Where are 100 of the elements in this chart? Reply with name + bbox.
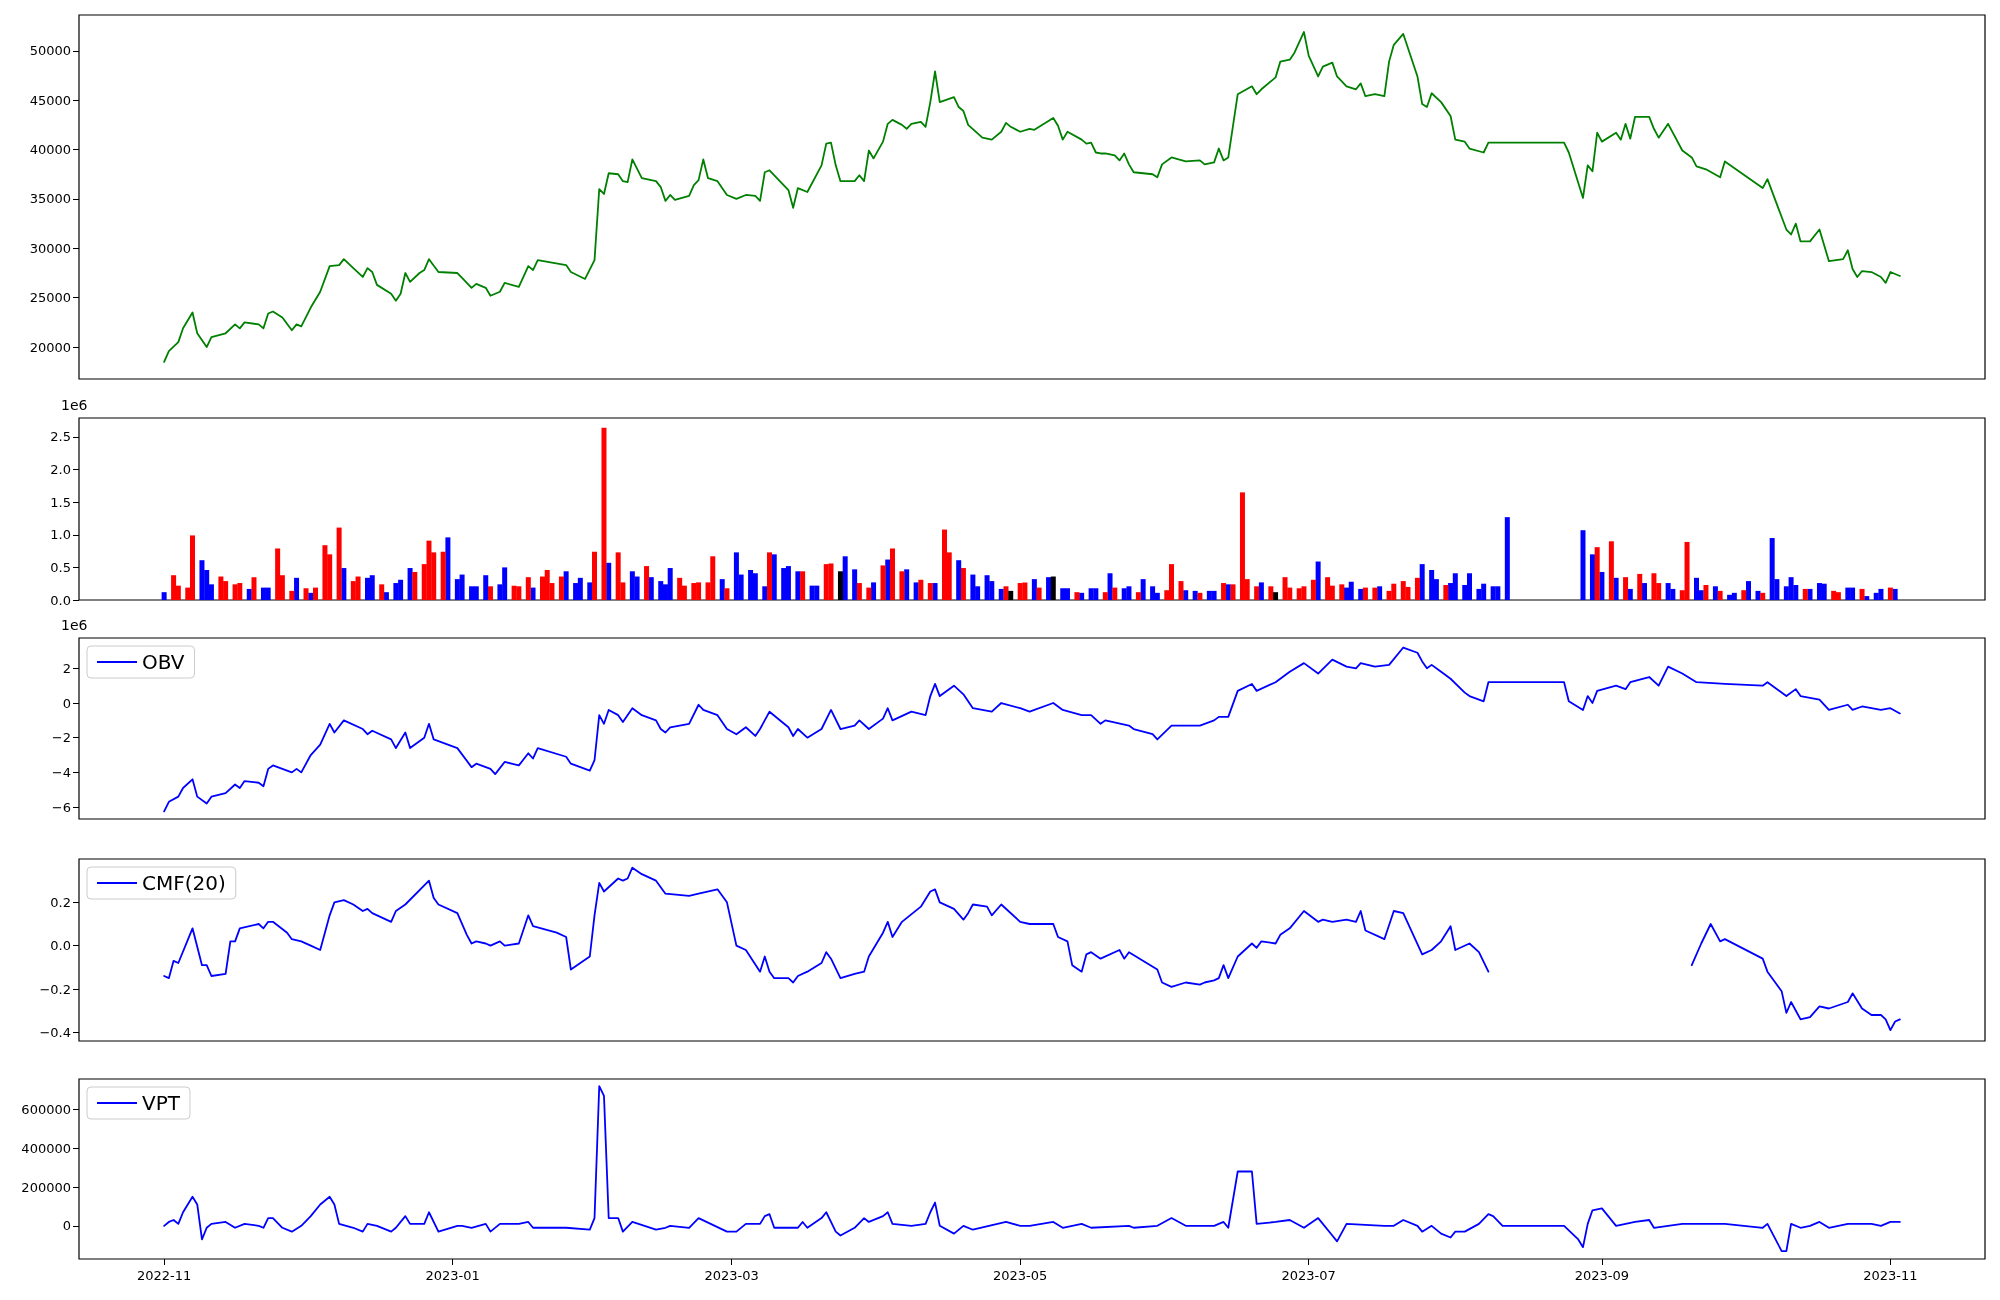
y-tick-label: −0.4: [39, 1024, 71, 1040]
y-tick-label: −2: [51, 730, 71, 746]
bar: [563, 571, 569, 600]
bar: [677, 577, 683, 600]
y-tick-label: 20000: [29, 339, 71, 355]
bar: [1613, 577, 1619, 600]
bar: [487, 586, 493, 600]
bar: [800, 571, 806, 600]
bar: [1372, 587, 1378, 600]
bar: [1135, 592, 1141, 600]
bar: [1443, 585, 1449, 600]
bar: [601, 427, 607, 600]
bar: [161, 592, 167, 600]
bar: [336, 527, 342, 600]
y-tick-label: 1.5: [50, 494, 71, 510]
bar: [1150, 586, 1156, 600]
bar: [1731, 592, 1737, 600]
bar: [1301, 586, 1307, 600]
bar: [265, 587, 271, 600]
bar: [289, 590, 295, 600]
bar: [1230, 584, 1236, 600]
bar: [1391, 583, 1397, 600]
bar: [587, 582, 593, 600]
y-tick-label: 2: [62, 660, 71, 676]
bar: [1377, 586, 1383, 600]
y-tick-label: −6: [51, 799, 71, 815]
x-tick-label: 2022-11: [136, 1268, 192, 1283]
text: 1e6: [61, 617, 88, 633]
bar: [1878, 588, 1884, 600]
bar: [866, 587, 872, 600]
y-tick-label: 45000: [29, 92, 71, 108]
bar: [312, 587, 318, 600]
bar: [1802, 588, 1808, 600]
bar: [355, 576, 361, 600]
bar: [592, 551, 598, 600]
bar: [1358, 588, 1364, 600]
bar: [1580, 530, 1586, 600]
bar: [525, 577, 531, 600]
bar: [918, 579, 924, 600]
x-tick-label: 2023-03: [704, 1268, 759, 1283]
text: 1e6: [61, 397, 88, 413]
y-tick-label: 40000: [29, 142, 71, 158]
bar: [1589, 554, 1595, 600]
bar: [577, 577, 583, 600]
bar: [814, 585, 820, 600]
bar: [1022, 582, 1028, 600]
y-tick-label: 0: [62, 695, 71, 711]
bar: [530, 587, 536, 600]
y-tick-label: 2.0: [50, 462, 71, 478]
bar: [1821, 583, 1827, 600]
bar: [1046, 577, 1052, 600]
bar: [1831, 590, 1837, 600]
legend-label: VPT: [142, 1091, 181, 1115]
bar: [1348, 581, 1354, 600]
bar: [785, 566, 791, 600]
bar: [1769, 538, 1775, 600]
y-tick-label: 0.0: [50, 938, 71, 954]
y-tick-label: 600000: [21, 1101, 71, 1117]
bar: [658, 581, 664, 600]
bar: [412, 571, 418, 600]
bar: [379, 584, 385, 600]
bar: [1760, 592, 1766, 600]
bar: [899, 571, 905, 600]
y-tick-label: 0.0: [50, 592, 71, 608]
y-tick-label: 30000: [29, 240, 71, 256]
legend-label: OBV: [142, 650, 185, 674]
legend-label: CMF(20): [142, 871, 226, 895]
bar: [1126, 586, 1132, 600]
bar: [1504, 517, 1510, 600]
bar: [294, 577, 300, 600]
bar: [1414, 577, 1420, 600]
bar: [1107, 573, 1113, 600]
y-tick-label: 0.2: [50, 894, 71, 910]
bar: [426, 540, 432, 600]
bar: [795, 571, 801, 600]
bar: [1258, 582, 1264, 600]
bar: [483, 575, 489, 600]
bar: [1694, 577, 1699, 600]
bar: [1282, 577, 1288, 600]
bar: [1594, 547, 1600, 600]
bar: [1031, 579, 1037, 600]
bar: [724, 588, 730, 600]
bar: [1637, 573, 1643, 600]
bar: [1712, 586, 1718, 600]
bar: [1197, 592, 1203, 600]
bar: [1362, 587, 1368, 600]
bar: [880, 565, 886, 600]
bar: [1060, 588, 1066, 600]
bar: [440, 551, 446, 600]
bar: [171, 575, 177, 600]
y-tick-label: 0.5: [50, 559, 71, 575]
bar: [1703, 585, 1709, 600]
bar: [856, 583, 862, 600]
bar: [1641, 583, 1647, 600]
bar: [1845, 587, 1851, 600]
bar: [1727, 594, 1733, 600]
bar: [691, 583, 697, 600]
bar: [1221, 583, 1227, 600]
bar: [767, 552, 773, 600]
bar: [781, 568, 787, 600]
